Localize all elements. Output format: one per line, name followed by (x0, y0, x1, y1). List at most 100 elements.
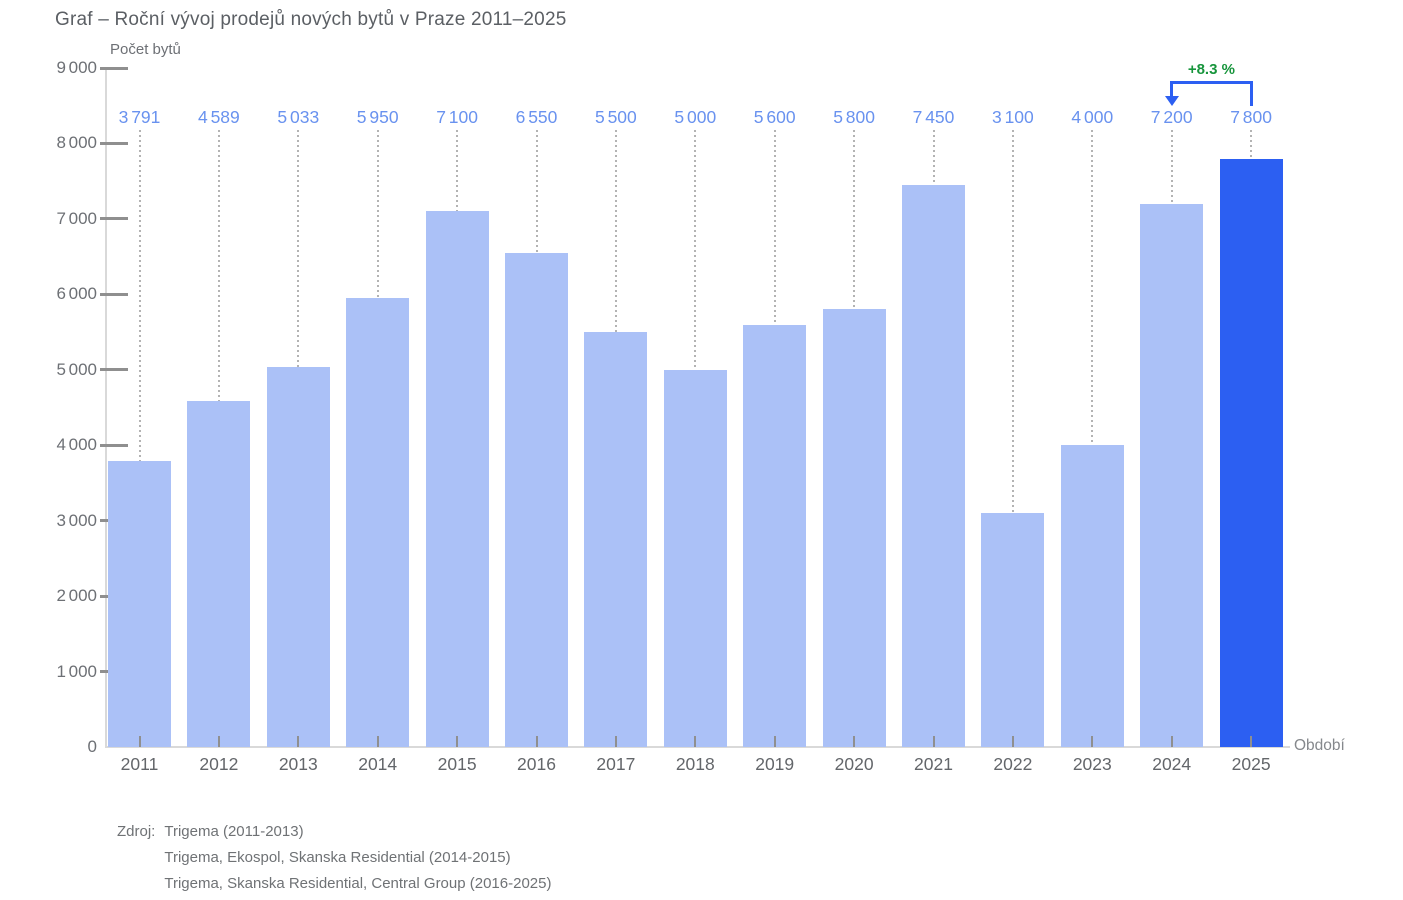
bar-2011 (108, 460, 171, 747)
bar-2024 (1140, 203, 1204, 747)
y-tick-mark (100, 292, 128, 296)
leader-line (376, 130, 379, 299)
x-axis-title: Období (1294, 737, 1345, 754)
annotation-bracket-horizontal (1170, 81, 1253, 84)
y-tick-mark (100, 66, 128, 70)
x-axis-label: 2022 (993, 754, 1033, 774)
x-tick-mark (535, 736, 538, 747)
bar-2022 (981, 513, 1045, 747)
x-tick-mark (376, 736, 379, 747)
bar-2016 (505, 252, 568, 747)
leader-line (694, 130, 697, 370)
leader-line (1011, 130, 1014, 514)
source-line: Trigema (2011-2013) (164, 823, 304, 840)
chart-title: Graf – Roční vývoj prodejů nových bytů v… (55, 9, 567, 30)
y-axis-line (105, 68, 107, 747)
bar-2021 (902, 184, 965, 747)
y-tick-mark (100, 141, 128, 145)
sources-lines: Trigema (2011-2013) Trigema, Ekospol, Sk… (164, 819, 551, 897)
annotation-bracket-right (1249, 81, 1253, 106)
value-label: 5 500 (594, 107, 637, 127)
leader-line (1170, 130, 1173, 204)
x-axis-label: 2023 (1072, 754, 1112, 774)
y-tick-label: 1 000 (56, 661, 97, 681)
value-label: 7 200 (1150, 107, 1193, 127)
y-tick-label: 4 000 (56, 435, 97, 455)
x-axis-label: 2018 (675, 754, 715, 774)
bar-2020 (822, 309, 886, 747)
bar-2018 (663, 369, 727, 747)
y-tick-mark (100, 217, 128, 221)
value-label: 5 950 (356, 107, 399, 127)
value-label: 3 100 (991, 107, 1034, 127)
y-tick-label: 0 (87, 737, 97, 756)
leader-line (138, 130, 141, 461)
y-tick-label: 9 000 (56, 58, 97, 77)
x-tick-mark (694, 736, 697, 747)
x-axis-label: 2024 (1152, 754, 1192, 774)
bar-2012 (187, 400, 251, 747)
x-tick-mark (1011, 736, 1014, 747)
bar-2017 (584, 332, 648, 747)
value-label: 5 800 (833, 107, 875, 127)
value-label: 5 033 (277, 107, 320, 127)
annotation-arrowhead-icon (1164, 96, 1179, 106)
x-axis-label: 2019 (755, 754, 795, 774)
leader-line (1091, 130, 1094, 446)
y-tick-label: 7 000 (56, 208, 97, 228)
x-axis-label: 2015 (437, 754, 477, 774)
y-axis-title: Počet bytů (110, 41, 181, 58)
x-axis-label: 2014 (358, 754, 398, 774)
source-line: Trigema, Ekospol, Skanska Residential (2… (164, 849, 511, 866)
x-tick-mark (773, 736, 776, 747)
value-label: 3 791 (118, 107, 161, 127)
bar-2015 (425, 211, 489, 747)
y-tick-mark (100, 443, 128, 447)
x-tick-mark (614, 736, 617, 747)
leader-line (932, 130, 935, 185)
annotation-arrow-shaft (1170, 81, 1174, 97)
leader-line (614, 130, 617, 333)
x-tick-mark (1170, 736, 1173, 747)
x-tick-mark (853, 736, 856, 747)
x-axis-label: 2013 (278, 754, 318, 774)
leader-line (773, 130, 776, 325)
x-axis-label: 2016 (517, 754, 556, 774)
bar-2023 (1060, 445, 1124, 747)
y-tick-label: 6 000 (56, 284, 97, 304)
x-tick-mark (297, 736, 300, 747)
x-axis-label: 2012 (199, 754, 239, 774)
annotation-growth-label: +8.3 % (1187, 61, 1235, 78)
leader-line (853, 130, 856, 310)
x-axis-label: 2025 (1231, 754, 1271, 774)
source-line: Trigema, Skanska Residential, Central Gr… (164, 875, 552, 892)
x-tick-mark (1091, 736, 1094, 747)
bar-2019 (743, 324, 807, 747)
value-label: 4 000 (1071, 107, 1114, 127)
y-tick-mark (100, 368, 128, 372)
x-tick-mark (456, 736, 459, 747)
x-axis-label: 2011 (120, 754, 159, 774)
x-tick-mark (932, 736, 935, 747)
value-label: 5 000 (674, 107, 717, 127)
leader-line (297, 130, 300, 368)
value-label: 6 550 (515, 107, 558, 127)
x-axis-label: 2021 (914, 754, 953, 774)
x-axis-label: 2017 (596, 754, 636, 774)
leader-line (456, 130, 459, 212)
x-tick-mark (138, 736, 141, 747)
y-tick-label: 5 000 (56, 359, 97, 379)
leader-line (535, 130, 538, 253)
leader-line (1250, 130, 1253, 159)
value-label: 7 100 (436, 107, 478, 127)
value-label: 4 589 (197, 107, 240, 127)
bar-2025 (1219, 158, 1283, 747)
sources-label: Zdroj: (117, 823, 156, 840)
sources-block: Zdroj: Trigema (2011-2013) Trigema, Ekos… (117, 819, 551, 897)
value-label: 5 600 (753, 107, 796, 127)
x-axis-label: 2020 (834, 754, 874, 774)
x-tick-mark (217, 736, 220, 747)
y-tick-label: 3 000 (56, 510, 97, 530)
bar-2013 (266, 367, 330, 747)
